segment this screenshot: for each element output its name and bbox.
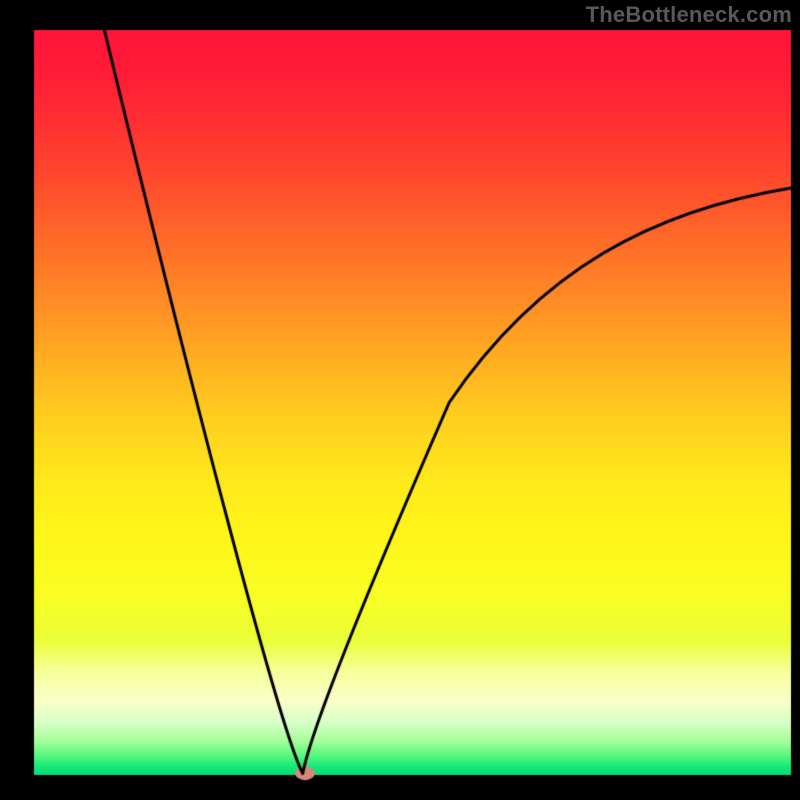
- watermark-text: TheBottleneck.com: [586, 2, 792, 28]
- chart-frame: TheBottleneck.com: [0, 0, 800, 800]
- bottleneck-chart-canvas: [0, 0, 800, 800]
